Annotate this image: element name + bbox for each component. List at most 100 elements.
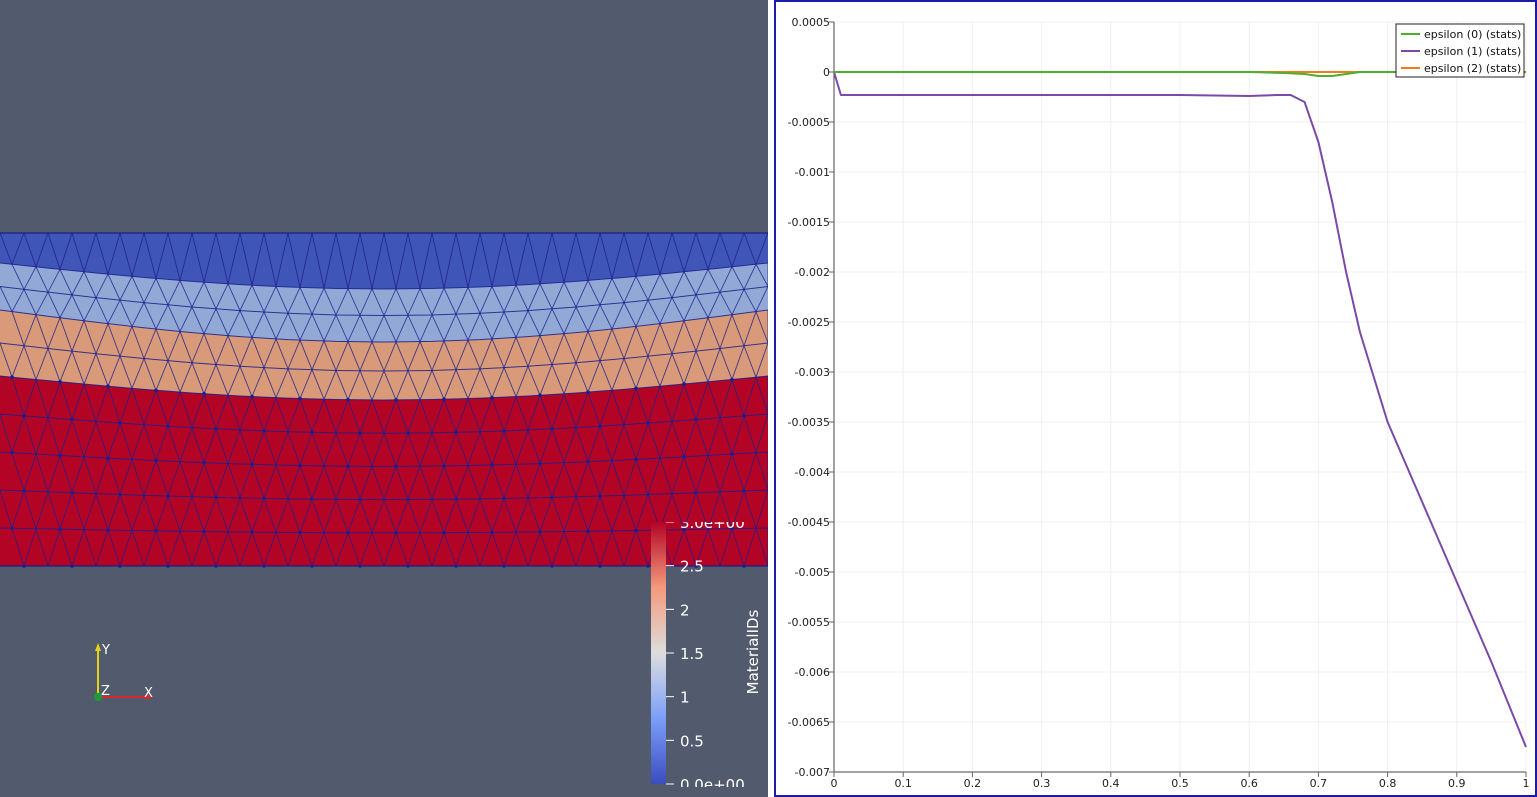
mesh-edge bbox=[191, 232, 217, 283]
view-divider[interactable] bbox=[768, 0, 774, 797]
mesh-node bbox=[598, 424, 602, 428]
y-tick-label: -0.0025 bbox=[788, 316, 830, 329]
mesh-node bbox=[58, 453, 62, 458]
x-tick-label: 0.4 bbox=[1102, 777, 1120, 790]
series-line-1 bbox=[833, 71, 1527, 748]
mesh-node bbox=[634, 457, 638, 462]
mesh-edge bbox=[503, 310, 529, 339]
mesh-edge bbox=[743, 232, 768, 266]
mesh-node bbox=[406, 431, 410, 435]
mesh-edge bbox=[467, 397, 493, 434]
mesh-node bbox=[250, 394, 254, 399]
mesh-node bbox=[550, 495, 554, 500]
mesh-edge bbox=[83, 320, 109, 355]
mesh-edge bbox=[71, 232, 97, 274]
y-tick-label: -0.001 bbox=[795, 166, 830, 179]
mesh-node bbox=[730, 526, 734, 531]
mesh-node bbox=[310, 564, 314, 568]
mesh-node bbox=[202, 529, 206, 534]
mesh-node bbox=[106, 528, 110, 532]
legend-label-0: epsilon (0) (stats) bbox=[1424, 28, 1521, 41]
mesh-edge bbox=[515, 335, 541, 368]
colorbar: 3.0e+00 2.5 2 1.5 1 0.5 0.0e+00 MaterialIDs bbox=[650, 514, 768, 794]
mesh-edge bbox=[623, 299, 649, 328]
mesh-node bbox=[394, 530, 398, 535]
mesh-edge bbox=[215, 428, 241, 465]
mesh-node bbox=[394, 464, 398, 469]
mesh-node bbox=[262, 429, 266, 433]
mesh-edge bbox=[623, 232, 649, 279]
mesh-edge bbox=[467, 464, 493, 501]
mesh-node bbox=[682, 382, 686, 386]
mesh-node bbox=[118, 564, 122, 568]
mesh-node bbox=[358, 497, 362, 502]
material-layer-0 bbox=[0, 376, 768, 566]
y-tick-label: -0.0005 bbox=[788, 116, 830, 129]
mesh-row-line bbox=[0, 309, 768, 343]
mesh-edge bbox=[215, 364, 241, 397]
mesh-edge bbox=[743, 413, 768, 455]
mesh-node bbox=[502, 564, 506, 568]
mesh-edge bbox=[71, 419, 97, 459]
mesh-node bbox=[250, 530, 254, 534]
mesh-node bbox=[310, 430, 314, 435]
mesh-edge bbox=[479, 232, 505, 287]
y-tick-label: -0.007 bbox=[795, 766, 830, 779]
mesh-node bbox=[694, 417, 698, 422]
mesh-node bbox=[730, 452, 734, 456]
x-axis-label: X bbox=[144, 686, 153, 701]
x-tick-label: 0.9 bbox=[1448, 777, 1466, 790]
mesh-node bbox=[454, 564, 458, 568]
mesh-edge bbox=[119, 299, 145, 328]
mesh-edge bbox=[203, 333, 229, 366]
mesh-node bbox=[346, 397, 350, 402]
mesh-node bbox=[166, 564, 170, 568]
mesh-node bbox=[250, 462, 254, 467]
mesh-node bbox=[442, 397, 446, 401]
mesh-node bbox=[310, 497, 314, 501]
line-chart[interactable]: 0 0.1 0.2 0.3 0.4 0.5 0.6 0.7 0.8 0.9 10.00050-0.0… bbox=[776, 2, 1535, 795]
mesh-node bbox=[346, 464, 350, 468]
mesh-edge bbox=[443, 339, 469, 371]
mesh-edge bbox=[287, 313, 313, 342]
mesh-node bbox=[10, 450, 14, 455]
y-axis-label: Y bbox=[101, 643, 110, 658]
colorbar-tick-label: 0.5 bbox=[680, 732, 704, 750]
render-view[interactable]: 3.0e+00 2.5 2 1.5 1 0.5 0.0e+00 MaterialIDs Y … bbox=[0, 0, 768, 797]
mesh-node bbox=[22, 564, 26, 568]
mesh-edge bbox=[647, 421, 673, 460]
x-tick-label: 0.2 bbox=[964, 777, 982, 790]
mesh-edge bbox=[263, 232, 289, 287]
mesh-edge bbox=[515, 395, 541, 432]
mesh-node bbox=[346, 530, 350, 535]
mesh-row-line bbox=[0, 527, 768, 534]
mesh-edge bbox=[527, 308, 553, 337]
mesh-node bbox=[586, 459, 590, 464]
mesh-node bbox=[106, 384, 110, 389]
mesh-node bbox=[694, 564, 698, 568]
mesh-edge bbox=[611, 459, 637, 497]
mesh-node bbox=[106, 456, 110, 460]
mesh-node bbox=[166, 494, 170, 498]
mesh-edge bbox=[539, 333, 565, 366]
mesh-node bbox=[490, 463, 494, 467]
mesh-node bbox=[490, 395, 494, 400]
mesh-render[interactable] bbox=[0, 0, 768, 797]
colorbar-tick-label: 2 bbox=[680, 601, 690, 619]
mesh-edge bbox=[335, 232, 361, 289]
mesh-edge bbox=[731, 311, 757, 348]
mesh-node bbox=[406, 564, 410, 568]
y-tick-label: -0.0035 bbox=[788, 416, 830, 429]
mesh-row-line bbox=[0, 262, 768, 290]
line-chart-view[interactable]: 0 0.1 0.2 0.3 0.4 0.5 0.6 0.7 0.8 0.9 1 0.0005 0 -0.0… bbox=[774, 0, 1537, 797]
mesh-node bbox=[634, 528, 638, 533]
mesh-node bbox=[502, 429, 506, 433]
mesh-node bbox=[634, 386, 638, 391]
mesh-edge bbox=[719, 289, 745, 316]
mesh-node bbox=[454, 430, 458, 435]
colorbar-gradient bbox=[651, 522, 666, 784]
mesh-edge bbox=[539, 282, 565, 310]
mesh-edge bbox=[659, 320, 685, 355]
y-tick-label: -0.005 bbox=[795, 566, 830, 579]
mesh-node bbox=[262, 564, 266, 568]
